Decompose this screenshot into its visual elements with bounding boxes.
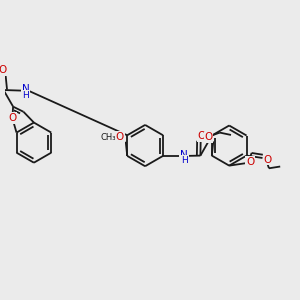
- Text: N: N: [180, 150, 188, 160]
- Text: H: H: [181, 156, 188, 165]
- Text: N: N: [22, 84, 29, 94]
- Text: O: O: [197, 131, 206, 141]
- Text: O: O: [0, 65, 7, 75]
- Text: O: O: [263, 155, 272, 165]
- Text: O: O: [8, 113, 16, 123]
- Text: H: H: [22, 91, 29, 100]
- Text: CH₃: CH₃: [100, 133, 116, 142]
- Text: O: O: [205, 132, 213, 142]
- Text: O: O: [116, 132, 124, 142]
- Text: O: O: [246, 157, 254, 166]
